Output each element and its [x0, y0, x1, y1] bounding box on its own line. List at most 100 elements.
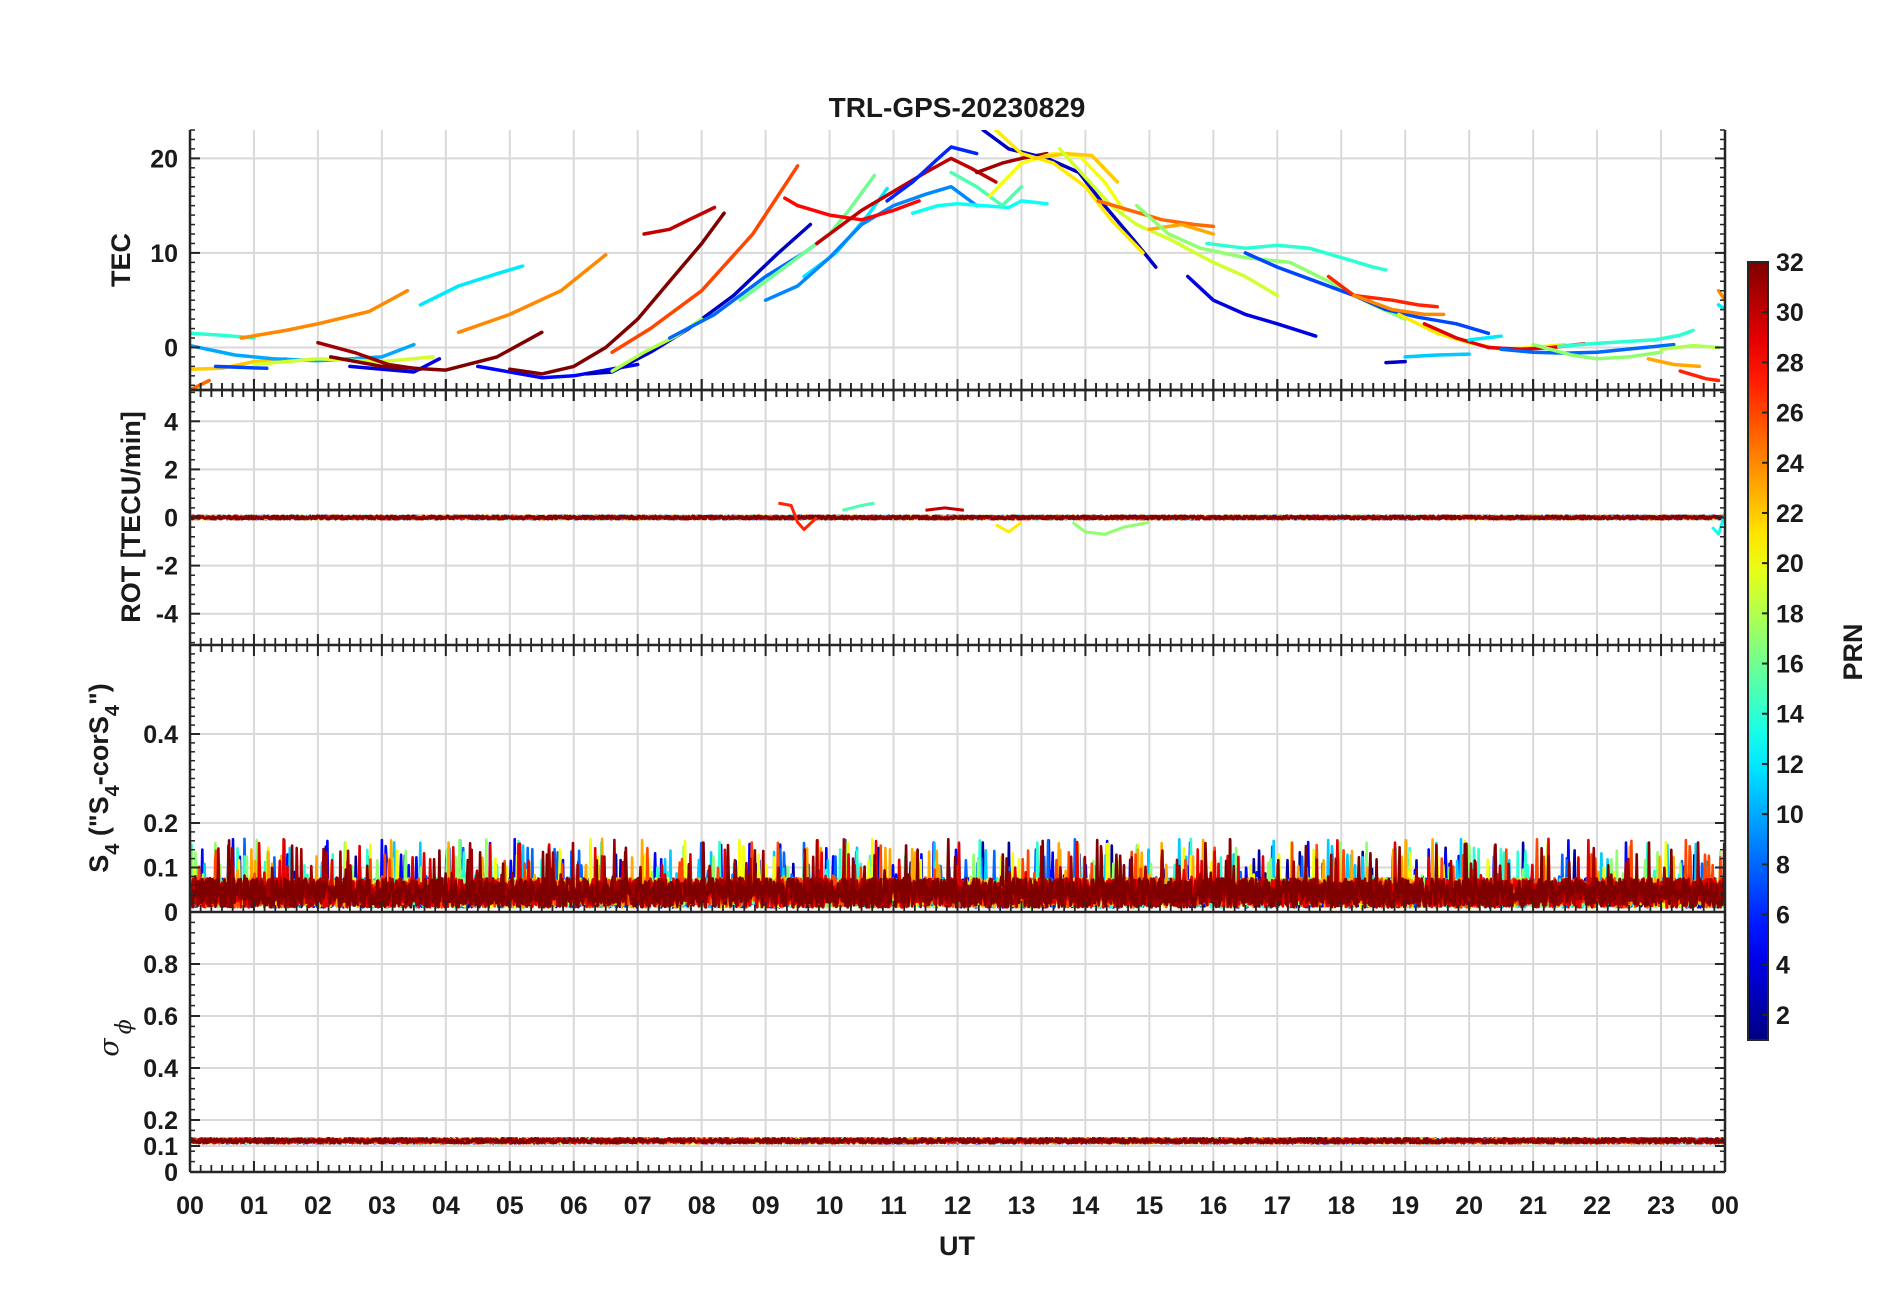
x-tick-label: 07 — [624, 1192, 652, 1220]
rot-y-tick-label: 2 — [164, 456, 178, 484]
colorbar-tick-label: 4 — [1776, 952, 1790, 980]
s4-y-axis-label: S4 ("S4-corS4") — [84, 683, 124, 873]
tec-series-prn-4 — [1186, 274, 1318, 338]
rot-excursion-prn-13 — [1711, 512, 1725, 536]
colorbar-tick-label: 16 — [1776, 651, 1804, 679]
sigma_phi-y-tick-label: 0.4 — [143, 1055, 178, 1083]
x-tick-label: 09 — [752, 1192, 780, 1220]
tec-series-prn-25 — [1096, 199, 1216, 229]
rot-series-prn-32 — [190, 514, 1725, 521]
data-layer — [190, 130, 1725, 1145]
tec-series-prn-11 — [1403, 352, 1471, 359]
y-label-part: ("S — [84, 796, 114, 843]
tec-series-prn-32 — [508, 211, 726, 376]
x-tick-label: 08 — [688, 1192, 716, 1220]
colorbar-tick-label: 26 — [1776, 400, 1804, 428]
colorbar-tick-label: 8 — [1776, 851, 1790, 879]
tec-series-prn-19 — [1058, 147, 1280, 298]
colorbar-bar — [1747, 261, 1769, 1041]
y-label-part: 4 — [102, 843, 124, 855]
tec-series-prn-27 — [1326, 274, 1439, 309]
tec-series-prn-4 — [348, 357, 442, 374]
tec-series-group — [190, 130, 1725, 390]
x-tick-label: 05 — [496, 1192, 524, 1220]
tec-series-prn-25 — [190, 378, 211, 390]
tec-series-prn-13 — [910, 199, 1049, 215]
x-tick-label: 12 — [944, 1192, 972, 1220]
tec-series-prn-18 — [1659, 343, 1721, 352]
rot-series-group — [190, 501, 1725, 536]
colorbar-tick-label: 22 — [1776, 500, 1804, 528]
tec-series-prn-32 — [328, 330, 544, 372]
colorbar-tick-label: 24 — [1776, 450, 1804, 478]
colorbar-tick-label: 14 — [1776, 701, 1804, 729]
x-tick-label: 03 — [368, 1192, 396, 1220]
x-tick-label: 02 — [304, 1192, 332, 1220]
x-tick-label: 10 — [816, 1192, 844, 1220]
rot-excursion-prn-21 — [995, 521, 1023, 534]
y-label-part: ") — [84, 683, 114, 705]
colorbar-tick-label: 2 — [1776, 1002, 1790, 1030]
tec-series-prn-12 — [1467, 334, 1503, 342]
sigma_phi-y-tick-label: 0.8 — [143, 951, 178, 979]
x-tick-label: 15 — [1135, 1192, 1163, 1220]
s4-y-tick-label: 0.2 — [143, 810, 178, 838]
colorbar-tick-label: 18 — [1776, 600, 1804, 628]
colorbar-label: PRN — [1838, 623, 1868, 680]
s4-y-tick-label: 0.4 — [143, 721, 178, 749]
x-tick-label: 16 — [1199, 1192, 1227, 1220]
tec-y-tick-label: 20 — [150, 145, 178, 173]
tec-series-prn-30 — [642, 205, 717, 236]
sigma_phi-series-group — [190, 1136, 1725, 1145]
y-label-part: σ — [94, 1037, 125, 1057]
y-label-part: S — [84, 855, 114, 873]
tec-series-prn-6 — [885, 145, 979, 203]
s4-y-tick-label: 0 — [164, 899, 178, 927]
sigma_phi-y-tick-label: 0.2 — [143, 1107, 178, 1135]
colorbar-tick-label: 10 — [1776, 801, 1804, 829]
x-tick-label: 13 — [1008, 1192, 1036, 1220]
sigma_phi-y-tick-label: 0.6 — [143, 1003, 178, 1031]
tec-y-tick-label: 0 — [164, 334, 178, 362]
tec-series-prn-21 — [994, 130, 1145, 255]
rot-excursion-prn-15 — [842, 501, 875, 512]
x-tick-label: 06 — [560, 1192, 588, 1220]
s4-y-tick-label: 0.1 — [143, 855, 178, 883]
y-label-part: 4 — [102, 704, 124, 716]
tec-series-prn-24 — [456, 253, 608, 335]
tec-series-prn-17 — [1531, 342, 1663, 361]
tec-series-prn-26 — [610, 164, 800, 354]
sigma_phi-series-prn-32 — [190, 1136, 1725, 1145]
labels-layer: 01020-4-202400.10.20.400.10.20.40.60.800… — [84, 145, 1739, 1220]
colorbar-tick-label: 20 — [1776, 550, 1804, 578]
tec-series-prn-23 — [1646, 357, 1702, 369]
y-label-part: -corS — [84, 716, 114, 785]
x-tick-label: 19 — [1391, 1192, 1419, 1220]
rot-excursion-prn-30 — [925, 506, 965, 512]
y-label-part: 4 — [102, 784, 124, 796]
x-tick-label: 00 — [1711, 1192, 1739, 1220]
rot-y-axis-label: ROT [TECU/min] — [116, 411, 146, 622]
tec-series-prn-27 — [1678, 369, 1721, 383]
tec-y-axis-label: TEC — [106, 233, 136, 287]
s4-series-prn-32 — [190, 837, 1725, 909]
sigma_phi-y-axis-label: σϕ — [94, 1019, 137, 1056]
colorbar-tick-label: 6 — [1776, 902, 1790, 930]
y-label-part: ϕ — [112, 1019, 137, 1034]
x-tick-label: 14 — [1072, 1192, 1100, 1220]
rot-y-tick-label: -2 — [156, 553, 178, 581]
tec-series-prn-14 — [1205, 241, 1388, 272]
tec-y-tick-label: 10 — [150, 240, 178, 268]
tec-series-prn-14 — [1556, 328, 1695, 349]
x-tick-label: 21 — [1519, 1192, 1547, 1220]
rot-excursion-prn-17 — [1071, 520, 1150, 536]
x-tick-label: 23 — [1647, 1192, 1675, 1220]
x-tick-label: 04 — [432, 1192, 460, 1220]
colorbar-tick-label: 32 — [1776, 249, 1804, 277]
x-tick-label: 20 — [1455, 1192, 1483, 1220]
x-axis-label: UT — [939, 1231, 975, 1261]
x-tick-label: 18 — [1327, 1192, 1355, 1220]
